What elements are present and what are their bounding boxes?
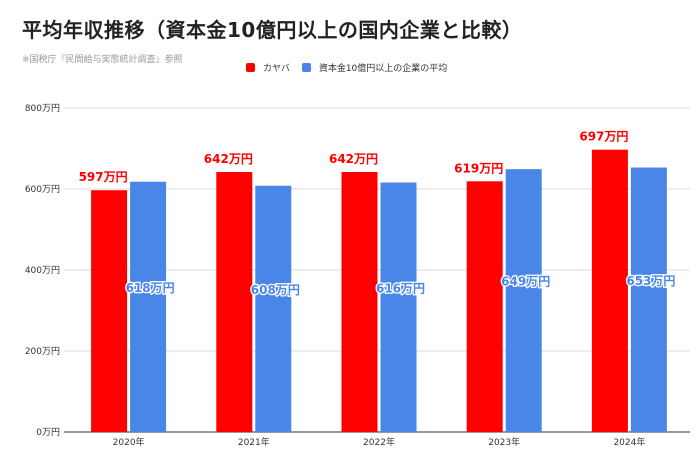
chart-title: 平均年収推移（資本金10億円以上の国内企業と比較） [22, 18, 523, 42]
y-tick-label: 800万円 [25, 103, 60, 114]
data-label-kayaba: 619万円 [454, 161, 503, 175]
legend-swatch-kayaba [246, 63, 255, 72]
bar-average [505, 169, 542, 432]
source-note: ※国税庁『民間給与実態統計調査』参照 [22, 55, 183, 65]
bar-average [255, 185, 292, 432]
data-label-kayaba: 697万円 [579, 130, 628, 144]
bar-kayaba [216, 171, 253, 433]
bar-kayaba [341, 171, 378, 433]
legend-label-kayaba: カヤバ [263, 64, 290, 74]
bar-average [630, 167, 667, 432]
legend-item-kayaba: カヤバ [246, 61, 290, 74]
y-tick-label: 200万円 [25, 346, 60, 357]
bar-kayaba [466, 181, 503, 432]
bar-average [380, 182, 417, 432]
x-tick-label: 2021年 [238, 436, 270, 448]
x-tick-label: 2022年 [363, 436, 395, 448]
data-label-average: 616万円 [376, 281, 425, 295]
data-label-kayaba: 642万円 [204, 152, 253, 166]
data-label-kayaba: 642万円 [329, 152, 378, 166]
legend-swatch-average [301, 63, 311, 72]
legend: カヤバ 資本金10億円以上の企業の平均 [246, 61, 459, 74]
bar-kayaba [91, 190, 128, 432]
bar-kayaba [591, 149, 628, 432]
legend-item-average: 資本金10億円以上の企業の平均 [301, 61, 448, 74]
y-tick-label: 600万円 [25, 184, 60, 195]
data-label-kayaba: 597万円 [79, 170, 128, 184]
legend-label-average: 資本金10億円以上の企業の平均 [318, 64, 448, 74]
y-tick-label: 400万円 [25, 265, 60, 276]
data-label-average: 649万円 [501, 275, 550, 289]
x-tick-label: 2024年 [613, 436, 645, 448]
x-tick-label: 2020年 [113, 436, 145, 448]
bar-average [130, 181, 167, 432]
data-label-average: 653万円 [626, 274, 675, 288]
x-tick-label: 2023年 [488, 436, 520, 448]
y-tick-label: 0万円 [36, 427, 60, 438]
data-label-average: 608万円 [251, 283, 300, 297]
data-label-average: 618万円 [126, 281, 175, 295]
